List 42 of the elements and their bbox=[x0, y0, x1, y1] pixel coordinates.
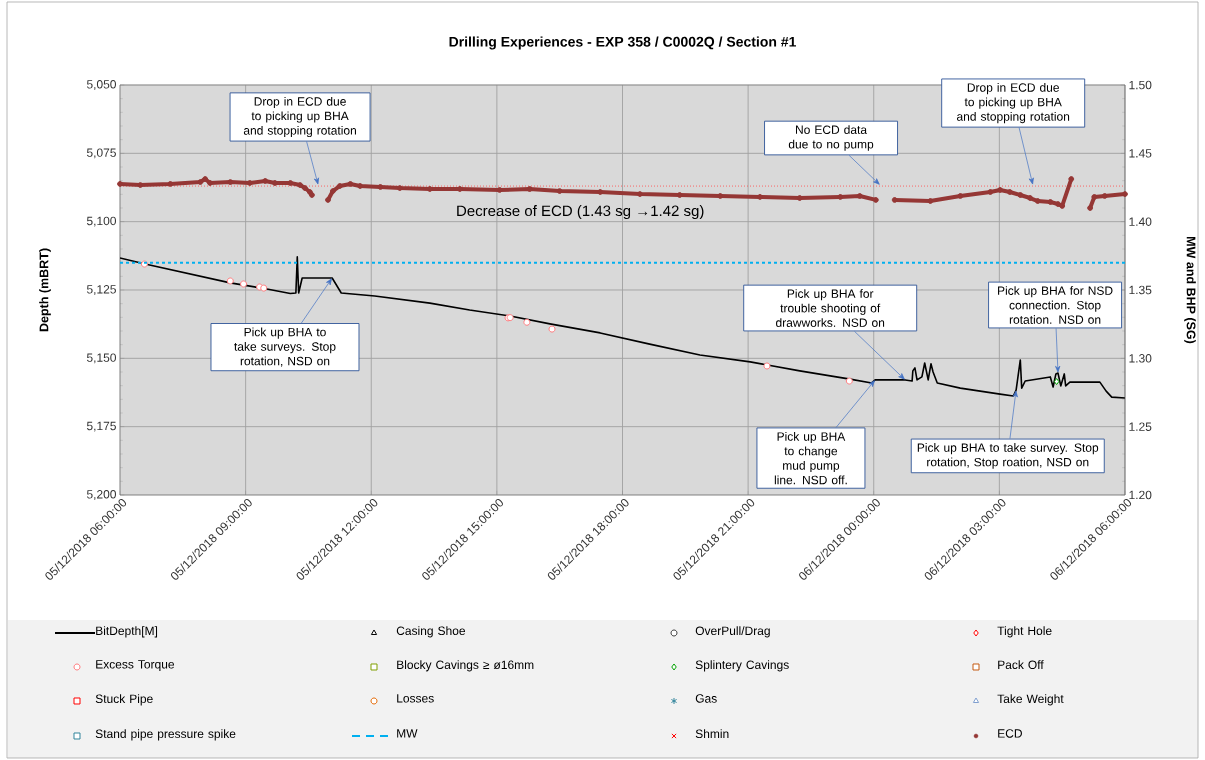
legend-label: MW bbox=[397, 729, 418, 738]
legend-label: Take Weight bbox=[997, 694, 1064, 706]
legend-label: Casing Shoe bbox=[396, 626, 466, 638]
legend-label: OverPull/Drag bbox=[695, 626, 770, 638]
y-tick-label: 5,050 bbox=[86, 80, 117, 90]
y-axis-title: Depth (mBRT) bbox=[39, 248, 51, 332]
y2-tick-label: 1.30 bbox=[1129, 354, 1152, 363]
legend-label: ECD bbox=[998, 729, 1022, 738]
y2-tick-label: 1.50 bbox=[1129, 80, 1152, 90]
legend-label: Gas bbox=[695, 694, 717, 703]
legend-label: Stuck Pipe bbox=[95, 694, 153, 706]
y2-tick-label: 1.40 bbox=[1129, 217, 1152, 226]
annotation: Decrease of ECD (1.43 sg →1.42 sg) bbox=[457, 205, 704, 220]
legend-label: Shmin bbox=[695, 729, 729, 738]
chart-title: Drilling Experiences - EXP 358 / C0002Q / Section #1 bbox=[449, 36, 797, 50]
annotation: Pick up BHA for NSD connection. Stop rotation. NSD on bbox=[998, 286, 1113, 324]
y-tick-label: 5,175 bbox=[86, 421, 116, 432]
legend-label: Losses bbox=[397, 694, 434, 703]
y-tick-label: 5,100 bbox=[86, 216, 117, 227]
annotation: Pick up BHA to take survey. Stop rotation, Stop roation, NSD on bbox=[917, 443, 1099, 469]
legend-label: Tight Hole bbox=[997, 626, 1052, 638]
y2-tick-label: 1.25 bbox=[1129, 422, 1152, 431]
legend-label: Stand pipe pressure spike bbox=[95, 729, 236, 741]
legend-label: Splintery Cavings bbox=[695, 660, 789, 672]
y-tick-label: 5,125 bbox=[86, 285, 116, 295]
annotation: Drop in ECD due to picking up BHA and stopping rotation bbox=[956, 82, 1070, 124]
legend-label: Pack Off bbox=[998, 660, 1044, 669]
y-tick-label: 5,150 bbox=[86, 353, 117, 364]
y-tick-label: 5,075 bbox=[86, 148, 116, 159]
legend-label: Blocky Cavings ≥ ø16mm bbox=[397, 660, 534, 672]
y2-tick-label: 1.45 bbox=[1129, 149, 1152, 158]
annotation: Pick up BHA to change mud pump line. NSD off. bbox=[774, 431, 847, 485]
legend-label: Excess Torque bbox=[96, 660, 175, 671]
y2-tick-label: 1.35 bbox=[1129, 285, 1152, 295]
y2-tick-label: 1.20 bbox=[1129, 490, 1152, 500]
y2-axis-title: MW and BHP (SG) bbox=[1184, 237, 1196, 344]
y-tick-label: 5,200 bbox=[86, 490, 117, 500]
annotation: Pick up BHA to take surveys. Stop rotation, NSD on bbox=[234, 327, 336, 367]
legend-label: BitDepth[M] bbox=[96, 626, 158, 638]
annotation: Pick up BHA for trouble shooting of drawworks. NSD on bbox=[776, 289, 885, 327]
annotation: Drop in ECD due to picking up BHA and stopping rotation bbox=[243, 96, 356, 138]
annotation: No ECD data due to no pump bbox=[788, 125, 874, 151]
